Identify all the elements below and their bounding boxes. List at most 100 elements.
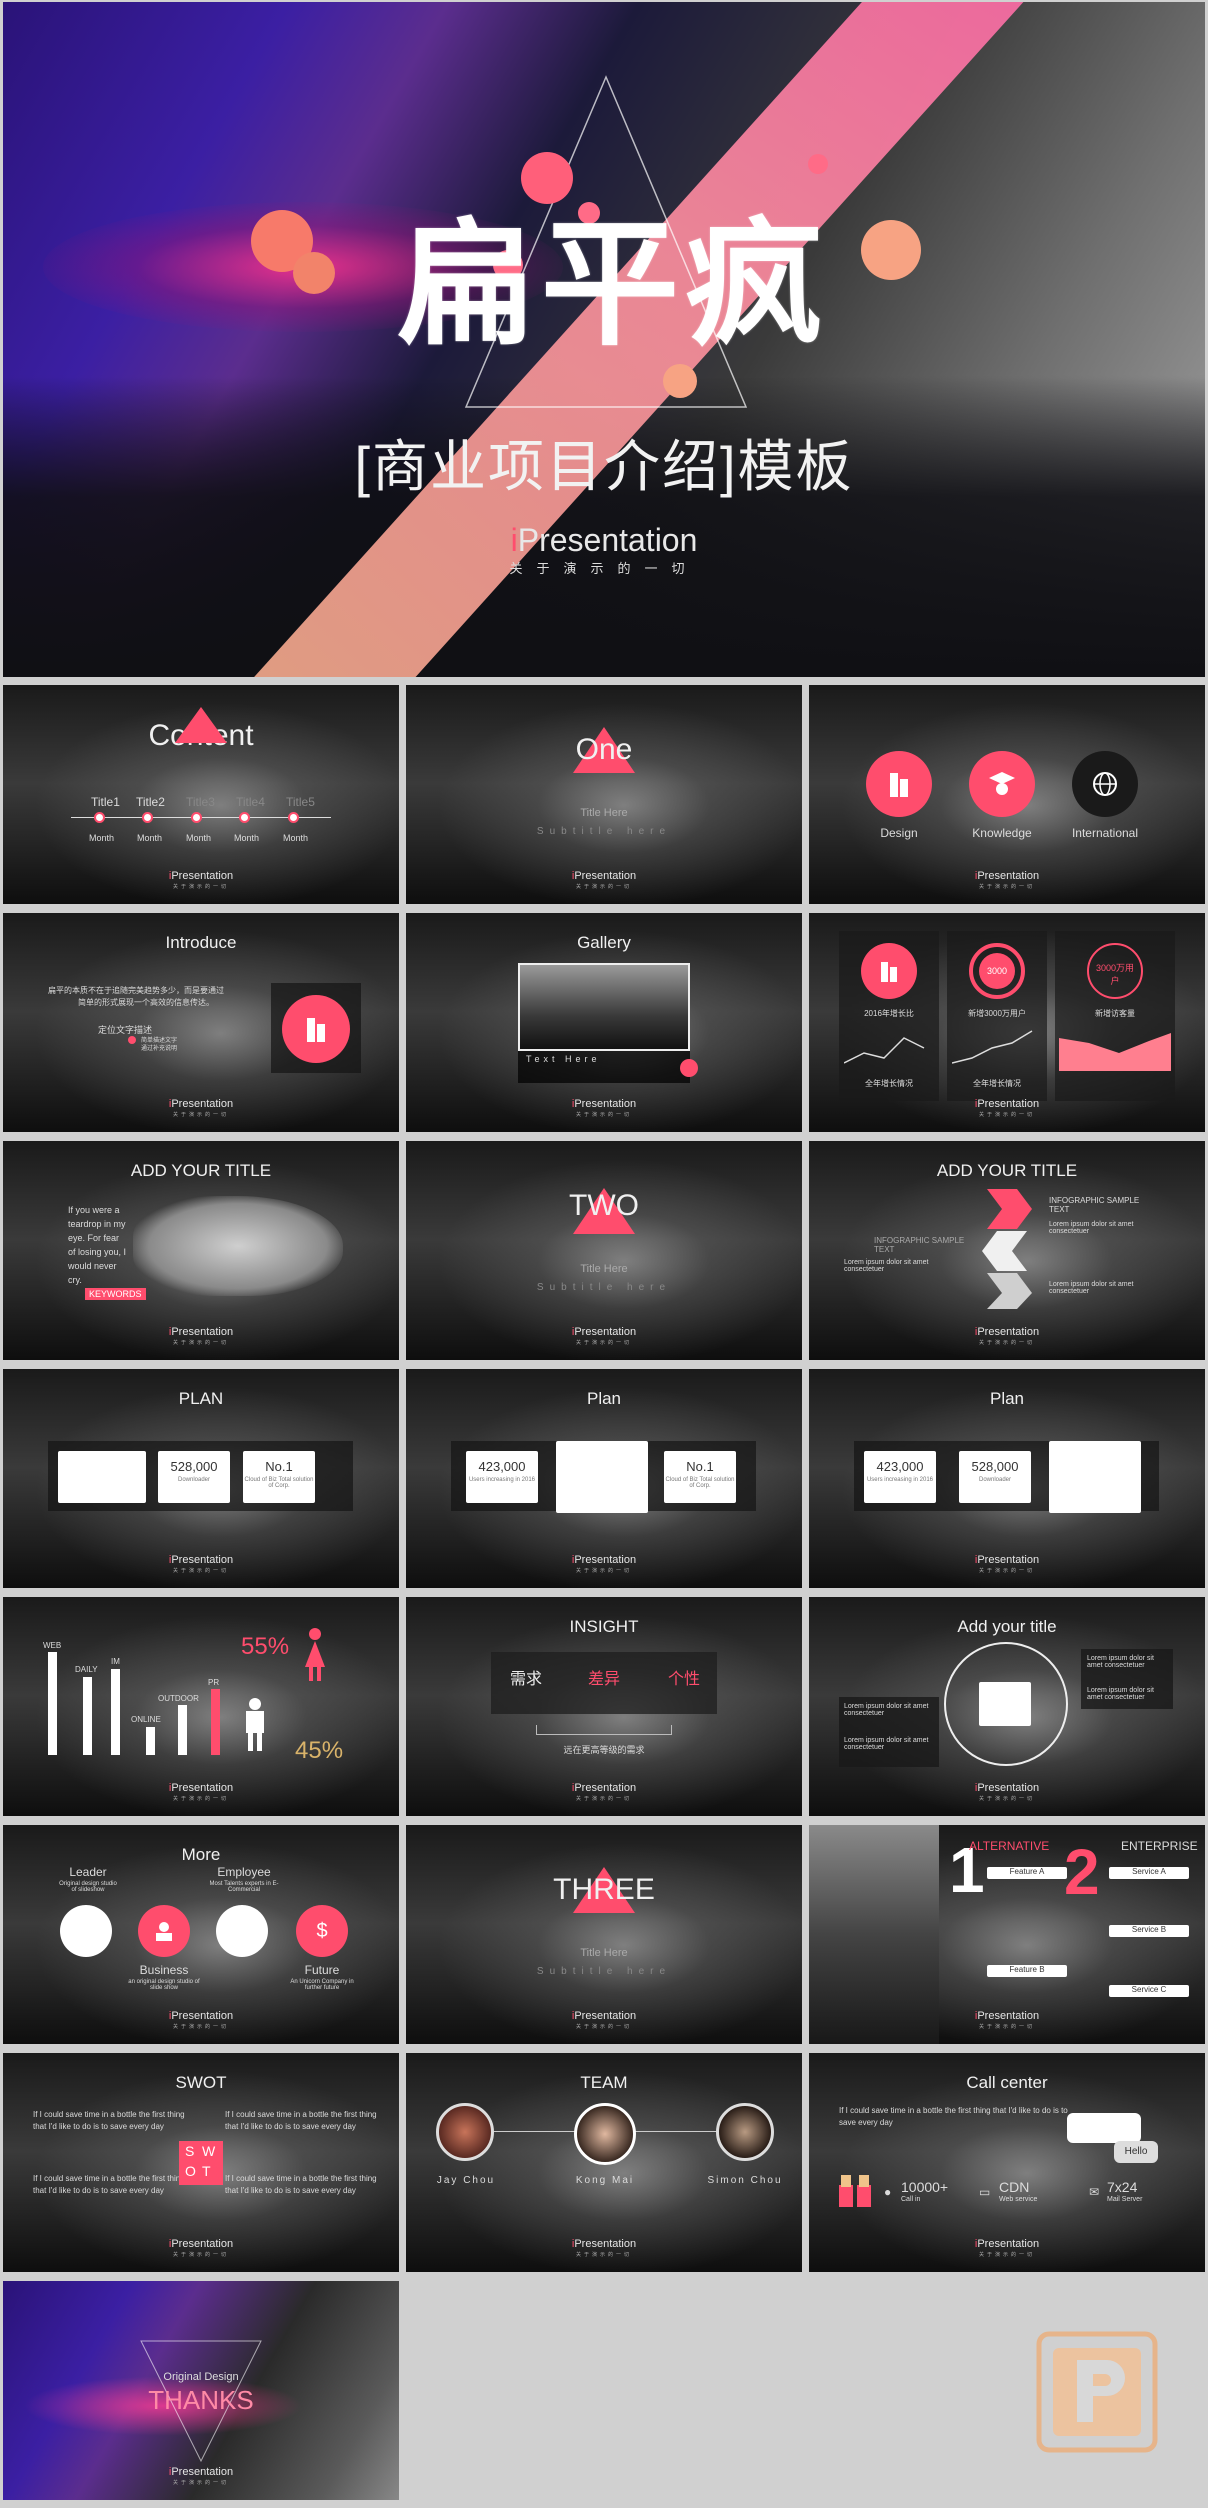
- hands-icon: [839, 2175, 871, 2207]
- footer-tag: 关于演示的一切: [172, 1340, 229, 1346]
- intro-bullet: 定位文字描述: [98, 1025, 153, 1035]
- title-here: Title Here: [580, 807, 628, 819]
- footer-rest: Presentation: [574, 1098, 637, 1110]
- slide-section-one: One Title Here Subtitle here iPresentati…: [406, 685, 802, 904]
- bubble-bonjour: Bonjour: [1067, 2113, 1141, 2143]
- footer-tag: 关于演示的一切: [575, 2024, 632, 2030]
- slide-footer: iPresentation 关于演示的一切: [3, 1554, 399, 1574]
- thanks-big: THANKS: [148, 2385, 254, 2415]
- footer-i: i: [168, 1782, 172, 1794]
- slide-footer: iPresentation 关于演示的一切: [809, 1782, 1205, 1802]
- slide-footer: iPresentation 关于演示的一切: [406, 1782, 802, 1802]
- keyword-tag: KEYWORDS: [85, 1288, 146, 1300]
- intro-text: 简单的形式展现一个高效的信息传达。: [78, 998, 214, 1007]
- slide-footer: iPresentation 关于演示的一切: [809, 2010, 1205, 2030]
- slide-footer: iPresentation 关于演示的一切: [3, 870, 399, 890]
- monitor-icon: ▭: [979, 2185, 991, 2199]
- dot: [578, 202, 600, 224]
- outline-triangle: [140, 2340, 262, 2463]
- timeline-sub: Month: [137, 833, 163, 843]
- footer-rest: Presentation: [171, 2010, 234, 2022]
- slide-add-your-title: Add your title ADD TITLE Lorem ipsum dol…: [809, 1597, 1205, 1816]
- insight-word: 个性: [668, 1671, 701, 1688]
- info-label: INFOGRAPHIC SAMPLE TEXT: [1049, 1196, 1140, 1214]
- slide-footer: iPresentation 关于演示的一切: [406, 1326, 802, 1346]
- role-title: Future: [304, 1963, 340, 1977]
- slide-title: INSIGHT: [569, 1617, 639, 1636]
- slide-plan-3: Plan 423,000 Users increasing in 2016 528…: [809, 1369, 1205, 1588]
- stat-value: 3000万用户: [1095, 963, 1135, 986]
- metric-sub: Mail Server: [1107, 2196, 1143, 2203]
- timeline-dot: [94, 812, 105, 823]
- footer-rest: Presentation: [171, 1098, 234, 1110]
- slide-title: PLAN: [178, 1389, 224, 1408]
- footer-i: i: [974, 1326, 978, 1338]
- footer-rest: Presentation: [977, 1554, 1040, 1566]
- timeline-label: Title3: [186, 795, 215, 809]
- footer-rest: Presentation: [574, 870, 637, 882]
- intro-sub: 通过补充说明: [141, 1046, 178, 1052]
- metric-sub: Call in: [901, 2196, 921, 2203]
- timeline-sub: Month: [186, 833, 212, 843]
- avatar: [436, 2103, 494, 2161]
- service-tag: Service A: [1109, 1867, 1189, 1879]
- plan-sub: Downloader: [978, 1477, 1012, 1483]
- footer-i: i: [571, 870, 575, 882]
- role-title: Business: [139, 1963, 189, 1977]
- slide-introduce: Introduce 扁平的本质不在于追随完美趋势多少，而是要通过 简单的形式展现…: [3, 913, 399, 1132]
- plan-sub: Cloud of Biz Total solution of Corp.: [665, 1477, 735, 1489]
- hero-cover-slide: 扁平疯 [商业项目介绍]模板 iPresentation 关于演示的一切: [3, 2, 1205, 677]
- slide-swot: SWOT If I could save time in a bottle th…: [3, 2053, 399, 2272]
- note-box: [839, 1697, 939, 1767]
- slide-section-three: THREE Title Here Subtitle here iPresenta…: [406, 1825, 802, 2044]
- note-text: Lorem ipsum dolor sit amet consectetuer: [844, 1737, 929, 1751]
- stat-label: 2016年增长比: [864, 1009, 914, 1018]
- note-text: Lorem ipsum dolor sit amet consectetuer: [844, 1703, 929, 1717]
- brand-logo: [1036, 2331, 1158, 2453]
- footer-i: i: [168, 1554, 172, 1566]
- slide-stats: 3000 3000万用户 2016年增长比 新增3000万用户 新增访客量 全年…: [809, 913, 1205, 1132]
- timeline-sub: Month: [89, 833, 115, 843]
- dot: [663, 364, 697, 398]
- footer-i: i: [168, 2466, 172, 2478]
- slide-alternative: 1 ALTERNATIVE 2 ENTERPRISE Feature A Fea…: [809, 1825, 1205, 2044]
- bullet-dot: [128, 1036, 136, 1044]
- business-icon: [138, 1905, 190, 1957]
- footer-tag: 关于演示的一切: [978, 1796, 1035, 1802]
- timeline-sub: Month: [283, 833, 309, 843]
- slide-call-center: Call center If I could save time in a bo…: [809, 2053, 1205, 2272]
- slide-footer: iPresentation 关于演示的一切: [406, 870, 802, 890]
- subtitle-here: Subtitle here: [536, 1966, 672, 1977]
- bar: [146, 1727, 155, 1755]
- gallery-caption: Text Here: [526, 1054, 601, 1064]
- plan-value: No.1: [686, 1459, 714, 1474]
- timeline-label: Title4: [236, 795, 265, 809]
- footer-tag: 关于演示的一切: [172, 2252, 229, 2258]
- world-map: [133, 1196, 343, 1296]
- bar-label: OUTDOOR: [158, 1694, 199, 1703]
- footer-rest: Presentation: [171, 1554, 234, 1566]
- slide-title: More: [181, 1845, 221, 1864]
- bar: [178, 1705, 187, 1755]
- bar-label: IM: [111, 1657, 120, 1666]
- plan-value: 528,000: [170, 1459, 218, 1474]
- role-sub: Most Talents experts in E-Commercial: [209, 1881, 279, 1893]
- design-icon: [861, 943, 917, 999]
- center-label: ADD TITLE: [979, 1682, 1031, 1726]
- stat-value: 3000: [979, 953, 1015, 989]
- footer-rest: Presentation: [171, 1326, 234, 1338]
- info-text: Lorem ipsum dolor sit amet consectetuer: [1049, 1221, 1134, 1235]
- hero-title: 扁平疯: [396, 204, 829, 365]
- metric-value: CDN: [999, 2179, 1030, 2195]
- ring: [944, 1642, 1068, 1766]
- slide-title: Introduce: [165, 933, 237, 952]
- bar-label: ONLINE: [131, 1715, 161, 1724]
- plan-card: 423,000 Users increasing in 2016: [864, 1451, 936, 1503]
- role-title: Employee: [217, 1865, 271, 1879]
- slide-footer: iPresentation 关于演示的一切: [3, 1782, 399, 1802]
- intro-text: 扁平的本质不在于追随完美趋势多少，而是要通过: [48, 986, 224, 995]
- slide-team: TEAM Jay Chou Kong Mai Simon Chou iPrese…: [406, 2053, 802, 2272]
- footer-i: i: [168, 1098, 172, 1110]
- slide-footer: iPresentation 关于演示的一切: [809, 1554, 1205, 1574]
- footer-tag: 关于演示的一切: [172, 884, 229, 890]
